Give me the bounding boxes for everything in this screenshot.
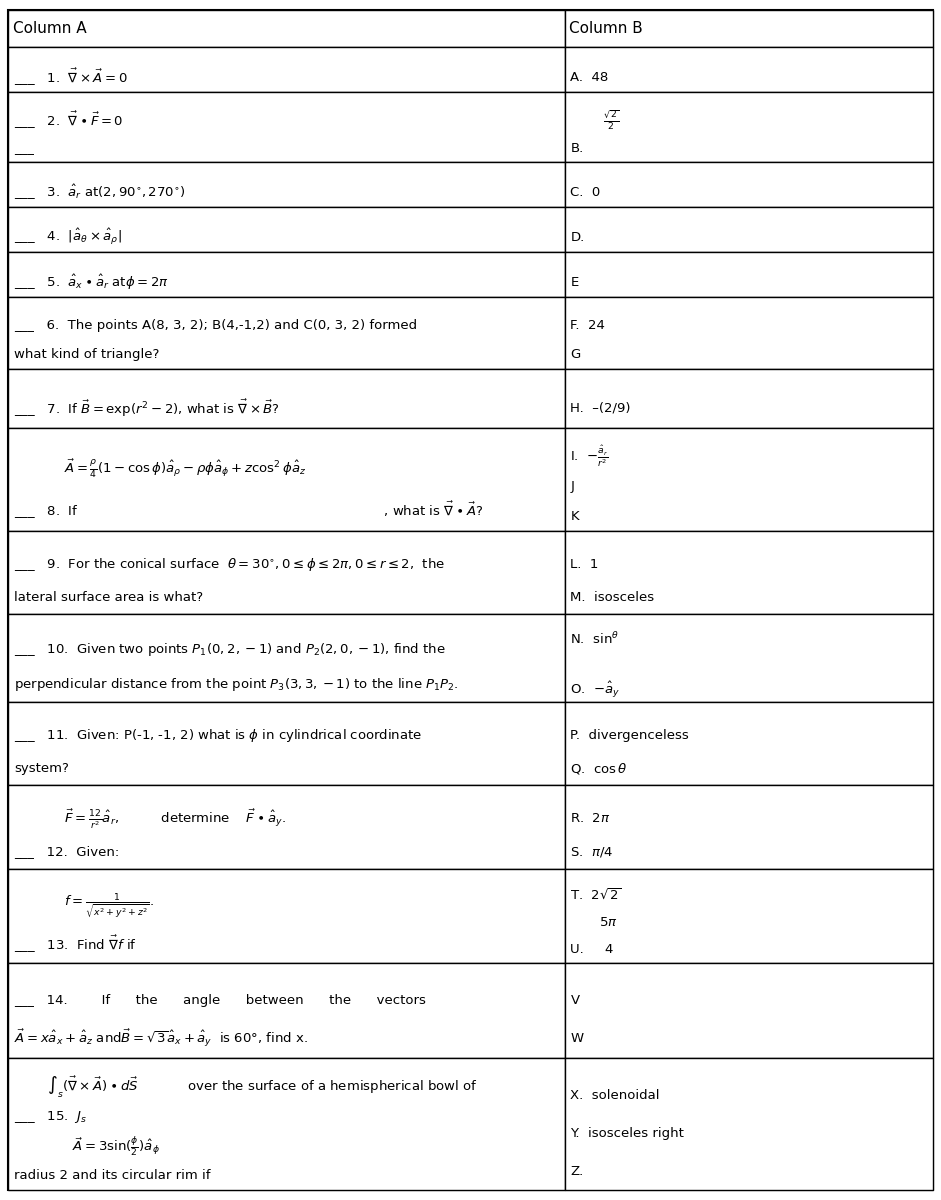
Bar	[565, 532, 933, 614]
Bar	[8, 614, 565, 702]
Bar	[8, 702, 565, 785]
Text: Column B: Column B	[569, 20, 644, 36]
Text: H.  –(2/9): H. –(2/9)	[570, 402, 630, 415]
Bar	[565, 208, 933, 252]
Text: $\vec{A} = x\hat{a}_x + \hat{a}_z$ and$\vec{B} = \sqrt{3}\hat{a}_x + \hat{a}_y$ : $\vec{A} = x\hat{a}_x + \hat{a}_z$ and$\…	[14, 1028, 308, 1050]
Bar	[565, 252, 933, 298]
Bar	[8, 298, 565, 370]
Text: W: W	[570, 1032, 583, 1045]
Text: O.  $-\hat{a}_y$: O. $-\hat{a}_y$	[570, 679, 620, 700]
Text: ___   14.        If      the      angle      between      the      vectors: ___ 14. If the angle between the vectors	[14, 995, 426, 1008]
Text: Q.  $\cos\theta$: Q. $\cos\theta$	[570, 761, 628, 776]
Text: P.  divergenceless: P. divergenceless	[570, 728, 689, 742]
Text: ___   13.  Find $\vec{\nabla}f$ if: ___ 13. Find $\vec{\nabla}f$ if	[14, 934, 137, 955]
Text: N.  $\sin^\theta$: N. $\sin^\theta$	[570, 631, 619, 648]
Text: Z.: Z.	[570, 1165, 583, 1178]
Bar	[565, 427, 933, 532]
Text: J: J	[570, 480, 574, 493]
Bar	[565, 10, 933, 47]
Text: $\int_s(\vec{\nabla}\times\vec{A})\bullet d\vec{S}$            over the surface : $\int_s(\vec{\nabla}\times\vec{A})\bulle…	[14, 1074, 477, 1099]
Bar	[8, 370, 565, 427]
Text: E: E	[570, 276, 579, 289]
Text: C.  0: C. 0	[570, 186, 600, 199]
Text: $f = \frac{1}{\sqrt{x^2 + y^2 + z^2}}$.: $f = \frac{1}{\sqrt{x^2 + y^2 + z^2}}$.	[14, 892, 154, 922]
Text: ___   9.  For the conical surface  $\theta = 30^{\circ},0 \leq \phi \leq 2\pi,0 : ___ 9. For the conical surface $\theta =…	[14, 556, 445, 572]
Text: G: G	[570, 348, 581, 361]
Text: Column A: Column A	[13, 20, 87, 36]
Bar	[8, 162, 565, 208]
Bar	[565, 162, 933, 208]
Bar	[8, 47, 565, 92]
Text: ___   8.  If                                                                    : ___ 8. If	[14, 499, 484, 521]
Text: ___: ___	[14, 142, 34, 155]
Text: ___   5.  $\hat{a}_x \bullet \hat{a}_r$ at$\phi = 2\pi$: ___ 5. $\hat{a}_x \bullet \hat{a}_r$ at$…	[14, 272, 168, 292]
Text: ___   2.  $\vec{\nabla}\bullet\vec{F} = 0$: ___ 2. $\vec{\nabla}\bullet\vec{F} = 0$	[14, 109, 123, 131]
Text: $\frac{\sqrt{2}}{2}$: $\frac{\sqrt{2}}{2}$	[570, 108, 620, 132]
Bar	[8, 785, 565, 869]
Text: ___   15.  $J_s$: ___ 15. $J_s$	[14, 1109, 87, 1124]
Bar	[565, 47, 933, 92]
Text: ___   3.  $\hat{a}_r$ at$(2,90^{\circ},270^{\circ})$: ___ 3. $\hat{a}_r$ at$(2,90^{\circ},270^…	[14, 182, 185, 202]
Text: U.     4: U. 4	[570, 943, 614, 956]
Bar	[8, 252, 565, 298]
Text: ___   4.  $|\hat{a}_\theta\times\hat{a}_\rho|$: ___ 4. $|\hat{a}_\theta\times\hat{a}_\rh…	[14, 227, 122, 247]
Bar	[8, 92, 565, 162]
Text: what kind of triangle?: what kind of triangle?	[14, 348, 159, 361]
Text: A.  48: A. 48	[570, 71, 609, 84]
Text: R.  $2\pi$: R. $2\pi$	[570, 812, 611, 826]
Text: K: K	[570, 510, 579, 523]
Text: $\vec{F} = \frac{12}{r^2}\hat{a}_r$,          determine    $\vec{F}\bullet\hat{a: $\vec{F} = \frac{12}{r^2}\hat{a}_r$, det…	[14, 806, 286, 830]
Bar	[565, 370, 933, 427]
Text: D.: D.	[570, 230, 584, 244]
Text: $\vec{A} = \frac{\rho}{4}(1-\cos\phi)\hat{a}_\rho - \rho\phi\hat{a}_\phi + z\cos: $\vec{A} = \frac{\rho}{4}(1-\cos\phi)\ha…	[14, 458, 307, 480]
Text: X.  solenoidal: X. solenoidal	[570, 1090, 660, 1102]
Bar	[8, 427, 565, 532]
Bar	[565, 298, 933, 370]
Text: S.  $\pi/4$: S. $\pi/4$	[570, 845, 614, 859]
Bar	[8, 869, 565, 964]
Text: $5\pi$: $5\pi$	[570, 916, 618, 929]
Bar	[8, 10, 565, 47]
Bar	[565, 785, 933, 869]
Text: ___   11.  Given: P(-1, -1, 2) what is $\phi$ in cylindrical coordinate: ___ 11. Given: P(-1, -1, 2) what is $\ph…	[14, 727, 423, 744]
Text: ___   10.  Given two points $P_1(0,2,-1)$ and $P_2(2,0,-1)$, find the: ___ 10. Given two points $P_1(0,2,-1)$ a…	[14, 641, 446, 658]
Text: ___   12.  Given:: ___ 12. Given:	[14, 846, 120, 858]
Bar	[8, 208, 565, 252]
Text: ___   1.  $\vec{\nabla}\times\vec{A} = 0$: ___ 1. $\vec{\nabla}\times\vec{A} = 0$	[14, 67, 128, 88]
Text: B.: B.	[570, 142, 583, 155]
Text: T.  $2\sqrt{2}$: T. $2\sqrt{2}$	[570, 888, 622, 904]
Text: L.  1: L. 1	[570, 558, 598, 571]
Text: Y.  isosceles right: Y. isosceles right	[570, 1127, 684, 1140]
Text: radius 2 and its circular rim if: radius 2 and its circular rim if	[14, 1169, 211, 1182]
Text: ___   6.  The points A(8, 3, 2); B(4,-1,2) and C(0, 3, 2) formed: ___ 6. The points A(8, 3, 2); B(4,-1,2) …	[14, 319, 417, 332]
Text: F.  24: F. 24	[570, 319, 605, 332]
Bar	[565, 92, 933, 162]
Text: M.  isosceles: M. isosceles	[570, 592, 655, 605]
Bar	[565, 702, 933, 785]
Text: I.  $-\frac{\hat{a}_r}{r^2}$: I. $-\frac{\hat{a}_r}{r^2}$	[570, 444, 609, 470]
Bar	[565, 964, 933, 1057]
Bar	[8, 964, 565, 1057]
Text: ___   7.  If $\vec{B} = \exp(r^2 - 2)$, what is $\vec{\nabla}\times\vec{B}$?: ___ 7. If $\vec{B} = \exp(r^2 - 2)$, wha…	[14, 397, 280, 419]
Bar	[8, 1057, 565, 1190]
Bar	[8, 532, 565, 614]
Text: V: V	[570, 995, 580, 1008]
Bar	[565, 614, 933, 702]
Bar	[565, 1057, 933, 1190]
Bar	[565, 869, 933, 964]
Text: perpendicular distance from the point $P_3(3, 3, -1)$ to the line $P_1P_2$.: perpendicular distance from the point $P…	[14, 676, 458, 694]
Text: system?: system?	[14, 762, 69, 775]
Text: lateral surface area is what?: lateral surface area is what?	[14, 592, 203, 605]
Text: $\vec{A} = 3\sin(\frac{\phi}{2})\hat{a}_\phi$: $\vec{A} = 3\sin(\frac{\phi}{2})\hat{a}_…	[14, 1134, 160, 1158]
